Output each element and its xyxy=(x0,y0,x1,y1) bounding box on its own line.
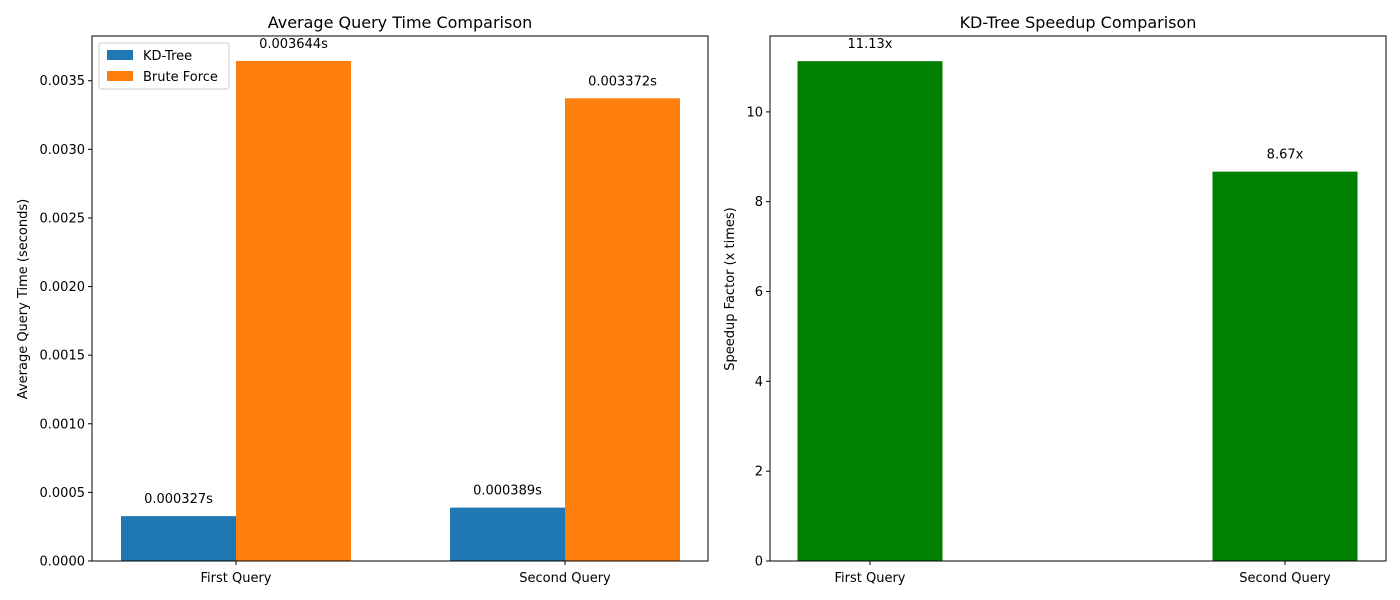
chart-title: KD-Tree Speedup Comparison xyxy=(960,13,1197,32)
bar-value-label: 0.003372s xyxy=(588,74,657,89)
legend-label-kd-tree: KD-Tree xyxy=(143,49,192,64)
y-tick-label: 4 xyxy=(755,375,763,390)
y-tick-label: 0.0015 xyxy=(40,349,86,364)
y-tick-label: 0 xyxy=(755,555,763,570)
query-time-chart: Average Query Time Comparison Average Qu… xyxy=(16,13,709,586)
y-tick-label: 2 xyxy=(755,465,763,480)
legend-label-brute-force: Brute Force xyxy=(143,70,218,85)
bar xyxy=(797,61,943,562)
bar-value-label: 8.67x xyxy=(1267,148,1304,163)
legend-swatch-kd-tree xyxy=(107,50,133,60)
y-tick-label: 0.0010 xyxy=(40,417,86,432)
y-ticks: 0.0000 0.0005 0.0010 0.0015 0.0020 0.0025 0.00… xyxy=(40,74,92,570)
y-tick-label: 8 xyxy=(755,195,763,210)
bar-value-label: 11.13x xyxy=(848,37,893,52)
bars xyxy=(797,61,1358,562)
chart-title: Average Query Time Comparison xyxy=(268,13,533,32)
bar xyxy=(1212,171,1358,562)
bar-value-labels: 11.13x 8.67x xyxy=(848,37,1304,162)
y-tick-label: 0.0000 xyxy=(40,555,86,570)
y-tick-label: 0.0020 xyxy=(40,280,86,295)
bar xyxy=(565,98,680,562)
bar-value-labels: 0.000327s 0.000389s 0.003644s 0.003372s xyxy=(144,37,657,507)
legend-swatch-brute-force xyxy=(107,71,133,81)
bar-value-label: 0.000327s xyxy=(144,492,213,507)
x-tick-label: First Query xyxy=(835,571,906,586)
x-tick-label: First Query xyxy=(201,571,272,586)
speedup-chart: KD-Tree Speedup Comparison Speedup Facto… xyxy=(723,13,1387,586)
y-ticks: 0 2 4 6 8 10 xyxy=(746,105,770,570)
bar xyxy=(236,60,351,561)
bar xyxy=(450,507,565,561)
y-axis-label: Average Query Time (seconds) xyxy=(16,199,31,399)
y-axis-label: Speedup Factor (x times) xyxy=(723,207,738,370)
bar-value-label: 0.003644s xyxy=(259,37,328,52)
x-ticks: First Query Second Query xyxy=(201,561,611,586)
x-tick-label: Second Query xyxy=(1239,571,1331,586)
y-tick-label: 0.0025 xyxy=(40,211,86,226)
plot-frame xyxy=(769,35,1387,562)
x-ticks: First Query Second Query xyxy=(835,561,1331,586)
y-tick-label: 0.0005 xyxy=(40,486,86,501)
legend: KD-Tree Brute Force xyxy=(98,42,230,90)
y-tick-label: 0.0035 xyxy=(40,74,86,89)
y-tick-label: 6 xyxy=(755,285,763,300)
bar xyxy=(121,516,236,561)
y-tick-label: 10 xyxy=(746,105,763,120)
plot-frame xyxy=(91,35,709,562)
x-tick-label: Second Query xyxy=(519,571,611,586)
bars xyxy=(121,60,680,562)
y-tick-label: 0.0030 xyxy=(40,143,86,158)
bar-value-label: 0.000389s xyxy=(473,484,542,499)
